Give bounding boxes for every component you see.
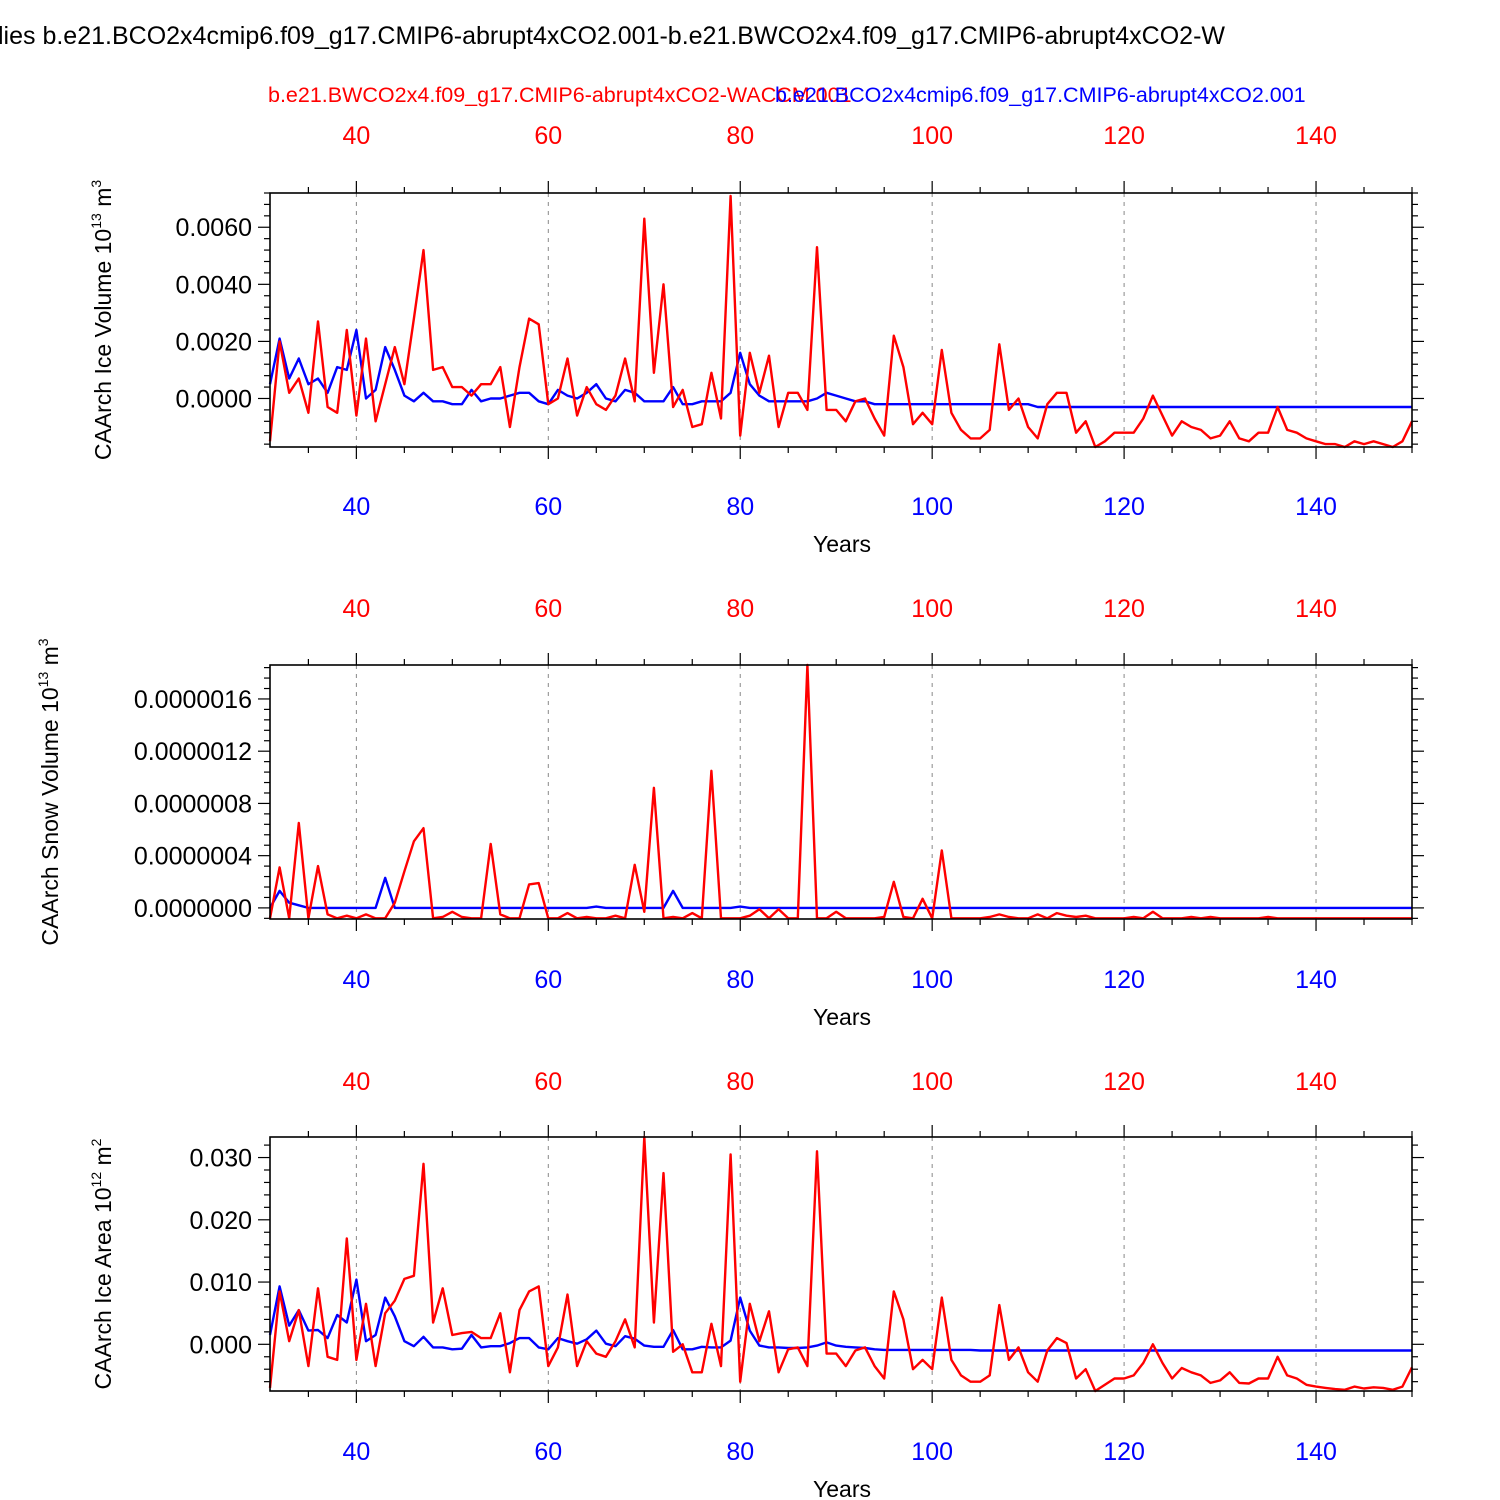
series-line-red xyxy=(268,1135,1414,1393)
chart-panels: 40 40 60 60 80 80 100 100 120 120 140 140 0.0000 0.00… xyxy=(35,122,1424,1500)
x-tick-label-bottom: 140 xyxy=(1295,966,1337,994)
y-tick-label: 0.000 xyxy=(189,1331,252,1359)
x-tick-label-bottom: 40 xyxy=(342,493,370,521)
y-axis-label: CAArch Snow Volume 1013 m3 xyxy=(35,638,63,945)
x-tick-label-bottom: 60 xyxy=(534,1438,562,1466)
x-tick-label-bottom: 140 xyxy=(1295,1438,1337,1466)
x-tick-label-bottom: 120 xyxy=(1103,493,1145,521)
x-axis-label: Years xyxy=(813,1476,871,1500)
y-tick-label: 0.0040 xyxy=(176,271,252,299)
x-tick-label-top: 140 xyxy=(1295,1068,1337,1096)
plot-frame xyxy=(269,1136,1413,1392)
x-tick-label-top: 40 xyxy=(342,1068,370,1096)
series-line-blue xyxy=(268,876,1412,910)
y-axis-label: CAArch Ice Volume 1013 m3 xyxy=(88,180,116,461)
x-tick-label-bottom: 80 xyxy=(726,1438,754,1466)
y-tick-label: 0.0000008 xyxy=(134,790,252,818)
series-line-blue xyxy=(268,328,1412,409)
x-tick-label-top: 140 xyxy=(1295,122,1337,150)
y-tick-label: 0.0000016 xyxy=(134,686,252,714)
x-tick-label-top: 60 xyxy=(534,595,562,623)
x-tick-label-top: 120 xyxy=(1103,122,1145,150)
x-tick-label-bottom: 100 xyxy=(911,966,953,994)
x-tick-label-bottom: 80 xyxy=(726,493,754,521)
chart-panel-3: 40 40 60 60 80 80 100 100 120 120 140 140 0.000 0.010… xyxy=(88,1068,1424,1500)
x-tick-label-bottom: 60 xyxy=(534,493,562,521)
x-tick-label-top: 80 xyxy=(726,595,754,623)
x-tick-label-bottom: 40 xyxy=(342,966,370,994)
chart-panel-2: 40 40 60 60 80 80 100 100 120 120 140 140 0.0000000 0… xyxy=(35,595,1424,1030)
series-line-red xyxy=(268,194,1414,449)
x-tick-label-bottom: 100 xyxy=(911,1438,953,1466)
y-tick-label: 0.0000 xyxy=(176,385,252,413)
x-tick-label-top: 80 xyxy=(726,122,754,150)
x-tick-label-top: 100 xyxy=(911,122,953,150)
y-tick-label: 0.0000004 xyxy=(134,843,252,871)
x-tick-label-top: 40 xyxy=(342,595,370,623)
x-axis-label: Years xyxy=(813,1004,871,1030)
x-tick-label-top: 40 xyxy=(342,122,370,150)
x-tick-label-top: 60 xyxy=(534,122,562,150)
y-tick-label: 0.0000000 xyxy=(134,895,252,923)
x-tick-label-bottom: 40 xyxy=(342,1438,370,1466)
x-tick-label-bottom: 60 xyxy=(534,966,562,994)
x-axis-label: Years xyxy=(813,531,871,557)
series-line-blue xyxy=(268,1278,1412,1352)
y-tick-label: 0.020 xyxy=(189,1207,252,1235)
x-tick-label-top: 80 xyxy=(726,1068,754,1096)
y-axis-label: CAArch Ice Area 1012 m2 xyxy=(88,1138,116,1389)
chart-panel-1: 40 40 60 60 80 80 100 100 120 120 140 140 0.0000 0.00… xyxy=(88,122,1424,557)
series-line-red xyxy=(268,663,1412,920)
y-tick-label: 0.0060 xyxy=(176,214,252,242)
legend-blue-label: b.e21.BCO2x4cmip6.f09_g17.CMIP6-abrupt4x… xyxy=(775,83,1306,107)
legend-red-label: b.e21.BWCO2x4.f09_g17.CMIP6-abrupt4xCO2-… xyxy=(268,83,852,107)
x-tick-label-top: 60 xyxy=(534,1068,562,1096)
x-tick-label-bottom: 140 xyxy=(1295,493,1337,521)
x-tick-label-bottom: 100 xyxy=(911,493,953,521)
x-tick-label-top: 120 xyxy=(1103,595,1145,623)
x-tick-label-bottom: 80 xyxy=(726,966,754,994)
y-tick-label: 0.0000012 xyxy=(134,738,252,766)
plot-frame xyxy=(269,664,1413,920)
main-title: lies b.e21.BCO2x4cmip6.f09_g17.CMIP6-abr… xyxy=(0,22,1225,50)
x-tick-label-bottom: 120 xyxy=(1103,966,1145,994)
y-tick-label: 0.0020 xyxy=(176,328,252,356)
plot-frame xyxy=(269,192,1413,448)
x-tick-label-bottom: 120 xyxy=(1103,1438,1145,1466)
y-tick-label: 0.030 xyxy=(189,1145,252,1173)
x-tick-label-top: 120 xyxy=(1103,1068,1145,1096)
y-tick-label: 0.010 xyxy=(189,1269,252,1297)
x-tick-label-top: 140 xyxy=(1295,595,1337,623)
x-tick-label-top: 100 xyxy=(911,1068,953,1096)
x-tick-label-top: 100 xyxy=(911,595,953,623)
